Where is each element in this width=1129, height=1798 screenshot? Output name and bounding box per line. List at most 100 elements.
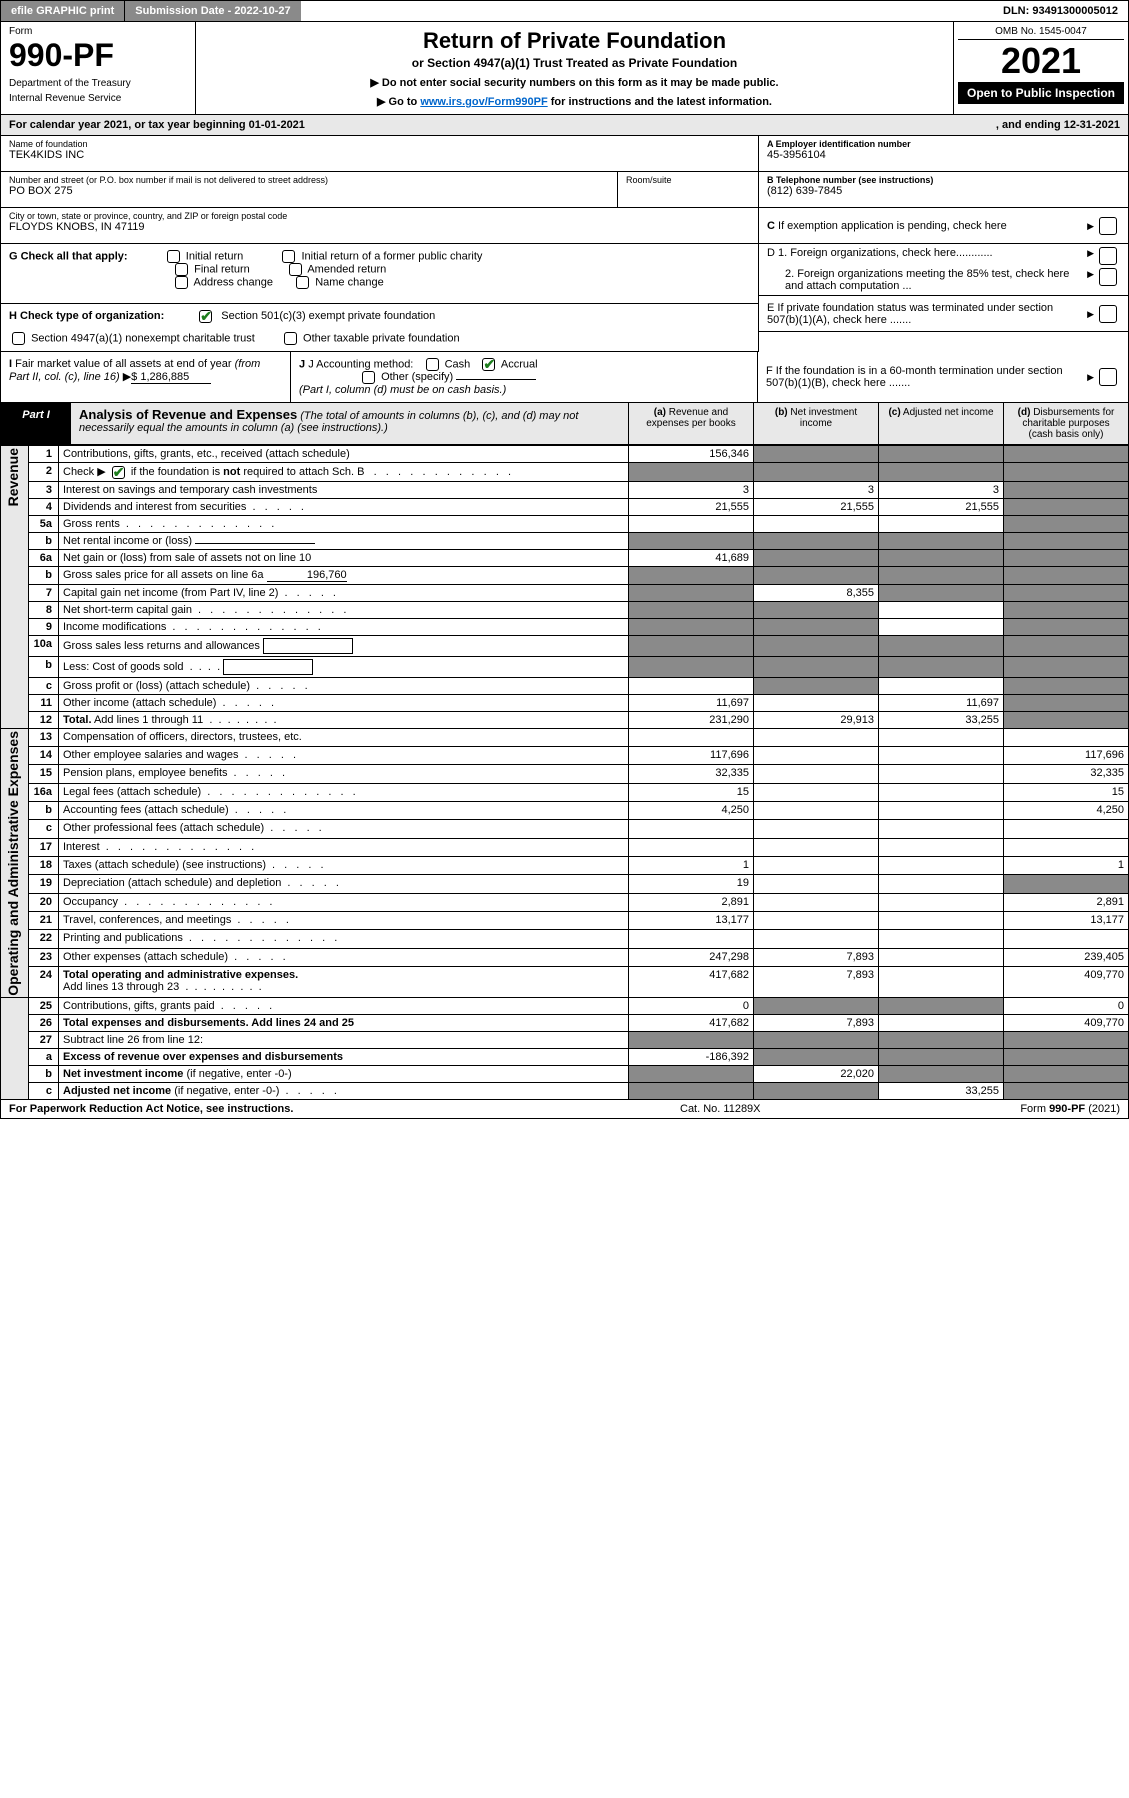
irs: Internal Revenue Service <box>9 93 187 104</box>
side-revenue: Revenue <box>5 448 21 506</box>
j-label: J Accounting method: <box>308 358 413 370</box>
efile-print-button[interactable]: efile GRAPHIC print <box>1 1 125 21</box>
row-10b-desc: Less: Cost of goods sold . . . . <box>59 656 629 677</box>
col-b-header: (b) Net investment income <box>753 403 878 444</box>
row-5b-desc: Net rental income or (loss) <box>59 532 629 549</box>
row-20-desc: Occupancy <box>59 893 629 911</box>
phone: (812) 639-7845 <box>767 185 1120 197</box>
row-14-desc: Other employee salaries and wages <box>59 746 629 764</box>
irs-link[interactable]: www.irs.gov/Form990PF <box>420 96 547 108</box>
top-bar: efile GRAPHIC print Submission Date - 20… <box>0 0 1129 22</box>
checkbox-4947a1[interactable] <box>12 332 25 345</box>
row-18-desc: Taxes (attach schedule) (see instruction… <box>59 857 629 875</box>
checkbox-amended[interactable] <box>289 263 302 276</box>
address: PO BOX 275 <box>9 185 609 197</box>
form-subtitle: or Section 4947(a)(1) Trust Treated as P… <box>202 56 947 70</box>
addr-label: Number and street (or P.O. box number if… <box>9 175 609 185</box>
room-label: Room/suite <box>626 175 750 185</box>
form-header: Form 990-PF Department of the Treasury I… <box>0 22 1129 115</box>
calendar-year-row: For calendar year 2021, or tax year begi… <box>0 115 1129 136</box>
city-state-zip: FLOYDS KNOBS, IN 47119 <box>9 221 750 233</box>
part1-label: Part I <box>1 403 71 444</box>
d2-label: 2. Foreign organizations meeting the 85%… <box>767 268 1087 292</box>
checkbox-address-change[interactable] <box>175 276 188 289</box>
checkbox-c[interactable] <box>1099 217 1117 235</box>
checkbox-sch-b[interactable] <box>112 466 125 479</box>
instr-ssn: ▶ Do not enter social security numbers o… <box>202 76 947 89</box>
row-1-desc: Contributions, gifts, grants, etc., rece… <box>59 446 629 463</box>
ij-row: I Fair market value of all assets at end… <box>0 352 1129 403</box>
foundation-name: TEK4KIDS INC <box>9 149 750 161</box>
paperwork-notice: For Paperwork Reduction Act Notice, see … <box>9 1103 680 1115</box>
checkbox-other-method[interactable] <box>362 371 375 384</box>
open-to-public: Open to Public Inspection <box>958 82 1124 104</box>
form-title: Return of Private Foundation <box>202 28 947 54</box>
checkbox-cash[interactable] <box>426 358 439 371</box>
phone-label: B Telephone number (see instructions) <box>767 175 1120 185</box>
row-16a-desc: Legal fees (attach schedule) <box>59 783 629 801</box>
col-a-header: (a) Revenue and expenses per books <box>628 403 753 444</box>
checkbox-e[interactable] <box>1099 305 1117 323</box>
row-3-desc: Interest on savings and temporary cash i… <box>59 481 629 498</box>
row-10c-desc: Gross profit or (loss) (attach schedule) <box>59 677 629 694</box>
row-27-desc: Subtract line 26 from line 12: <box>59 1032 629 1049</box>
row-23-desc: Other expenses (attach schedule) <box>59 948 629 966</box>
row-19-desc: Depreciation (attach schedule) and deple… <box>59 875 629 893</box>
form-label: Form <box>9 26 187 37</box>
checkbox-initial-former[interactable] <box>282 250 295 263</box>
row-27b-desc: Net investment income (if negative, ente… <box>59 1066 629 1083</box>
row-16b-desc: Accounting fees (attach schedule) <box>59 801 629 819</box>
row-24-desc: Total operating and administrative expen… <box>59 967 629 998</box>
ein: 45-3956104 <box>767 149 1120 161</box>
row-10a-desc: Gross sales less returns and allowances <box>59 635 629 656</box>
footer: For Paperwork Reduction Act Notice, see … <box>0 1100 1129 1119</box>
row-5a-desc: Gross rents <box>59 515 629 532</box>
cat-no: Cat. No. 11289X <box>680 1103 940 1115</box>
checkbox-initial-return[interactable] <box>167 250 180 263</box>
part1-table: Revenue 1Contributions, gifts, grants, e… <box>0 445 1129 1100</box>
part1-title: Analysis of Revenue and Expenses <box>79 407 297 422</box>
h-label: H Check type of organization: <box>9 310 164 322</box>
row-9-desc: Income modifications <box>59 618 629 635</box>
row-1-a: 156,346 <box>629 446 754 463</box>
info-grid: Name of foundation TEK4KIDS INC Number a… <box>0 136 1129 352</box>
instr-link: ▶ Go to www.irs.gov/Form990PF for instru… <box>202 95 947 108</box>
checkbox-d2[interactable] <box>1099 268 1117 286</box>
row-22-desc: Printing and publications <box>59 930 629 948</box>
checkbox-accrual[interactable] <box>482 358 495 371</box>
checkbox-d1[interactable] <box>1099 247 1117 265</box>
name-label: Name of foundation <box>9 139 750 149</box>
checkbox-501c3[interactable] <box>199 310 212 323</box>
row-27a-desc: Excess of revenue over expenses and disb… <box>59 1049 629 1066</box>
ein-label: A Employer identification number <box>767 139 1120 149</box>
row-12-desc: Total. Add lines 1 through 11 . . . . . … <box>59 711 629 728</box>
checkbox-name-change[interactable] <box>296 276 309 289</box>
submission-date: Submission Date - 2022-10-27 <box>125 1 300 21</box>
form-number: 990-PF <box>9 37 187 74</box>
side-expenses: Operating and Administrative Expenses <box>5 731 21 996</box>
checkbox-final-return[interactable] <box>175 263 188 276</box>
form-footer: Form 990-PF (2021) <box>940 1103 1120 1115</box>
c-exemption-label: C If exemption application is pending, c… <box>767 220 1087 232</box>
section-g: G Check all that apply: Initial return I… <box>1 244 758 304</box>
col-d-header: (d) Disbursements for charitable purpose… <box>1003 403 1128 444</box>
f-label: F If the foundation is in a 60-month ter… <box>766 365 1087 389</box>
checkbox-f[interactable] <box>1099 368 1117 386</box>
row-11-desc: Other income (attach schedule) <box>59 694 629 711</box>
section-h: H Check type of organization: Section 50… <box>1 304 758 352</box>
row-8-desc: Net short-term capital gain <box>59 601 629 618</box>
row-25-desc: Contributions, gifts, grants paid <box>59 998 629 1015</box>
checkbox-other-taxable[interactable] <box>284 332 297 345</box>
row-17-desc: Interest <box>59 838 629 856</box>
row-16c-desc: Other professional fees (attach schedule… <box>59 820 629 838</box>
row-4-desc: Dividends and interest from securities <box>59 498 629 515</box>
row-13-desc: Compensation of officers, directors, tru… <box>59 728 629 746</box>
e-label: E If private foundation status was termi… <box>767 302 1087 326</box>
dln: DLN: 93491300005012 <box>993 1 1128 21</box>
row-7-desc: Capital gain net income (from Part IV, l… <box>59 584 629 601</box>
row-2-desc: Check ▶ if the foundation is not require… <box>59 463 629 482</box>
row-27c-desc: Adjusted net income (if negative, enter … <box>59 1083 629 1100</box>
d1-label: D 1. Foreign organizations, check here..… <box>767 247 1087 259</box>
row-15-desc: Pension plans, employee benefits <box>59 765 629 783</box>
col-c-header: (c) Adjusted net income <box>878 403 1003 444</box>
